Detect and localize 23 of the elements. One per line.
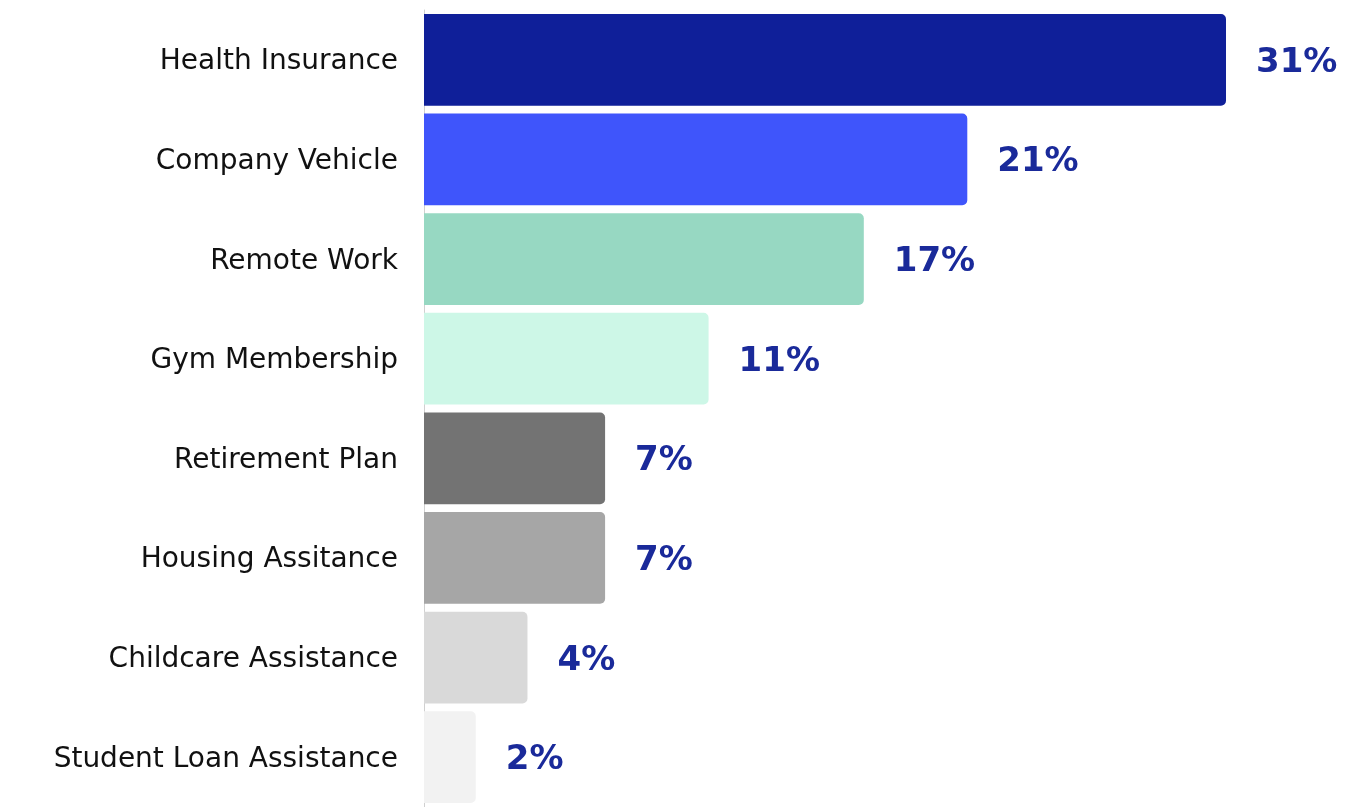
y-tick-label: Student Loan Assistance	[53, 740, 398, 774]
y-tick-label: Remote Work	[210, 242, 399, 276]
bar	[424, 711, 476, 804]
y-tick-label: Childcare Assistance	[108, 641, 398, 675]
y-tick-label: Retirement Plan	[174, 441, 398, 475]
data-label: 7%	[635, 438, 693, 479]
y-tick-label: Health Insurance	[159, 43, 398, 77]
data-label: 7%	[635, 537, 693, 578]
data-label: 4%	[557, 637, 616, 678]
bar	[424, 113, 968, 206]
bar	[424, 512, 606, 604]
data-label: 21%	[997, 139, 1079, 180]
data-label: 2%	[505, 737, 564, 778]
bar	[424, 13, 1226, 106]
y-tick-label: Housing Assitance	[140, 541, 398, 575]
bar	[424, 312, 709, 405]
data-label: 31%	[1256, 39, 1338, 80]
data-label: 17%	[893, 239, 976, 280]
bar	[424, 213, 864, 305]
bar	[424, 412, 606, 505]
y-tick-label: Gym Membership	[150, 342, 398, 376]
data-label: 11%	[738, 338, 820, 379]
y-tick-label: Company Vehicle	[155, 142, 398, 176]
